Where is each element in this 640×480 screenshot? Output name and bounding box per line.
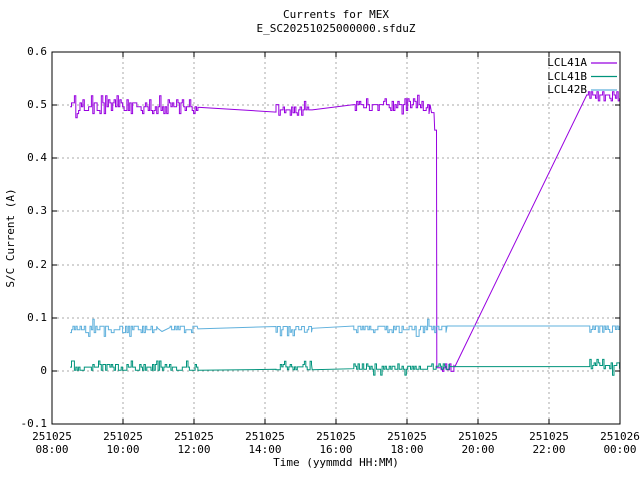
legend-label-LCL42B: LCL42B [547,83,587,96]
x-tick-label-10:00: 251025 10:00 [103,430,143,456]
x-tick-label-16:00: 251025 16:00 [316,430,356,456]
x-tick-label-12:00: 251025 12:00 [174,430,214,456]
series-LCL41A [70,91,621,372]
x-tick-label-22:00: 251025 22:00 [529,430,569,456]
grid-lines [52,52,620,424]
x-axis-label: Time (yymmdd HH:MM) [273,456,399,469]
data-series-group [70,91,621,376]
x-tick-date: 251025 [103,430,143,443]
y-tick-label-0.1: 0.1 [27,310,47,324]
x-tick-time: 10:00 [106,443,140,456]
plot-frame [51,51,621,425]
y-tick-label-0.2: 0.2 [27,257,47,271]
y-tick-label-0.3: 0.3 [27,204,47,218]
y-tick-label-0.4: 0.4 [27,151,47,165]
x-tick-time: 08:00 [35,443,69,456]
y-tick-label-0.5: 0.5 [27,98,47,112]
x-tick-date: 251025 [32,430,72,443]
legend-sample-lines [591,62,617,91]
legend-label-LCL41B: LCL41B [547,69,587,83]
x-tick-time: 18:00 [390,443,424,456]
x-tick-date: 251025 [529,430,569,443]
x-tick-time: 16:00 [319,443,353,456]
x-tick-date: 251025 [174,430,214,443]
x-tick-label-08:00: 251025 08:00 [32,430,72,456]
series-LCL42B [70,318,621,337]
y-axis-label: S/C Current (A) [4,188,17,287]
x-tick-label-14:00: 251025 14:00 [245,430,285,456]
x-tick-time: 20:00 [461,443,495,456]
legend-label-LCL41A: LCL41A [547,56,587,69]
x-tick-date: 251025 [316,430,356,443]
x-tick-time: 22:00 [532,443,566,456]
chart-subtitle: E_SC20251025000000.sfduZ [256,22,416,35]
chart-title: Currents for MEX [283,8,389,21]
x-tick-label-00:00: 251026 00:00 [600,430,640,456]
x-tick-date: 251025 [387,430,427,443]
x-tick-time: 12:00 [177,443,211,456]
series-LCL41B [70,358,621,376]
x-tick-label-20:00: 251025 20:00 [458,430,498,456]
plot-border [51,51,621,425]
x-tick-label-18:00: 251025 18:00 [387,430,427,456]
x-tick-time: 00:00 [603,443,637,456]
x-tick-date: 251026 [600,430,640,443]
y-tick-label-0: 0 [40,363,47,377]
x-tick-time: 14:00 [248,443,282,456]
y-tick-label-0.6: 0.6 [27,45,47,58]
x-tick-date: 251025 [245,430,285,443]
y-tick-label--0.1: -0.1 [20,417,48,430]
x-tick-date: 251025 [458,430,498,443]
